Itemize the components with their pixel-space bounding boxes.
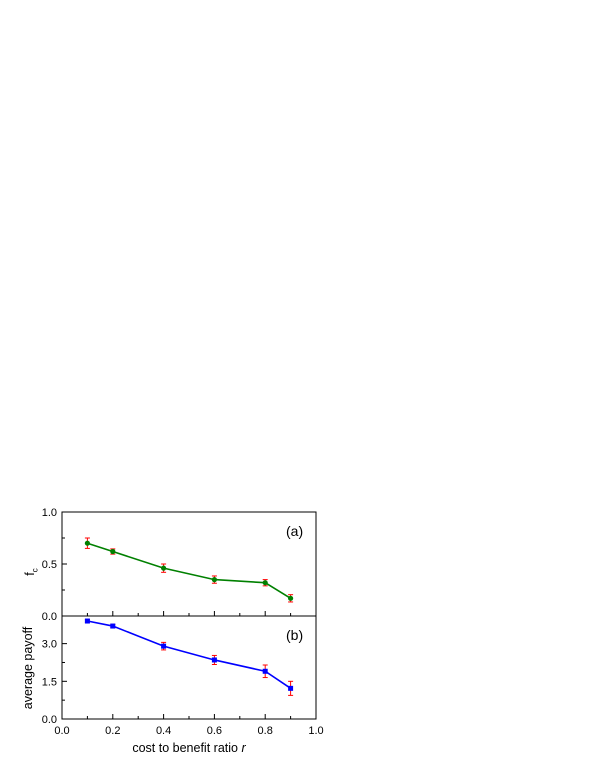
panel-a-series-line [87,542,292,600]
panel-a-ytick-label: 0.0 [42,611,57,623]
panel-a-ytick-label: 0.5 [42,559,57,571]
panel-b-xticks: 0.0 0.2 0.4 0.6 0.8 1.0 [54,714,324,737]
panel-a-data-point [84,540,90,546]
x-tick-label: 0.0 [54,725,69,737]
panel-a-data-point [161,565,167,571]
panel-b-ytick-label: 0.0 [42,714,57,726]
panel-b-data-point [211,657,217,663]
panel-a-data-point [110,548,116,555]
x-tick-label: 0.2 [105,725,120,737]
panel-b-data-point [110,623,116,629]
panel-a-errorbars [84,537,294,603]
x-tick-label: 1.0 [308,725,323,737]
panel-a-yticks: 0.0 0.5 1.0 [42,507,67,623]
panel-b-data-point [288,685,294,691]
x-tick-label: 0.4 [156,725,171,737]
panel-a-data-point [211,577,217,583]
panel-b-tag: (b) [286,627,303,643]
panel-b-frame [61,615,317,720]
panel-a-data-point [262,580,268,586]
panel-b-ytick-label: 3.0 [42,639,57,651]
panel-b-ylabel: average payoff [21,626,35,709]
panel-b-ytick-label: 1.5 [42,676,57,688]
panel-a-data-point [288,595,294,601]
panel-b-yticks: 0.0 1.5 3.0 [42,639,67,726]
panel-a-ylabel: fc [23,568,40,575]
panel-a-xticks [61,611,317,616]
x-axis-label: cost to benefit ratio r [132,741,246,755]
panel-b-data-point [161,643,167,649]
panel-b-data-point [84,618,90,624]
x-tick-label: 0.6 [207,725,222,737]
x-tick-label: 0.8 [258,725,273,737]
panel-b-data-point [262,668,268,674]
panel-a-frame [61,511,317,617]
panel-b: 0.0 1.5 3.0 0.0 0.2 0.4 0.6 0.8 1.0 (b) average… [21,615,324,755]
panel-b-series-line [87,620,292,690]
panel-a: 0.0 0.5 1.0 (a) fc [23,507,317,623]
panel-b-errorbars [84,619,294,696]
panel-a-ytick-label: 1.0 [42,507,57,519]
panel-a-markers [84,540,294,601]
panel-b-markers [84,618,294,691]
panel-a-tag: (a) [286,523,303,539]
